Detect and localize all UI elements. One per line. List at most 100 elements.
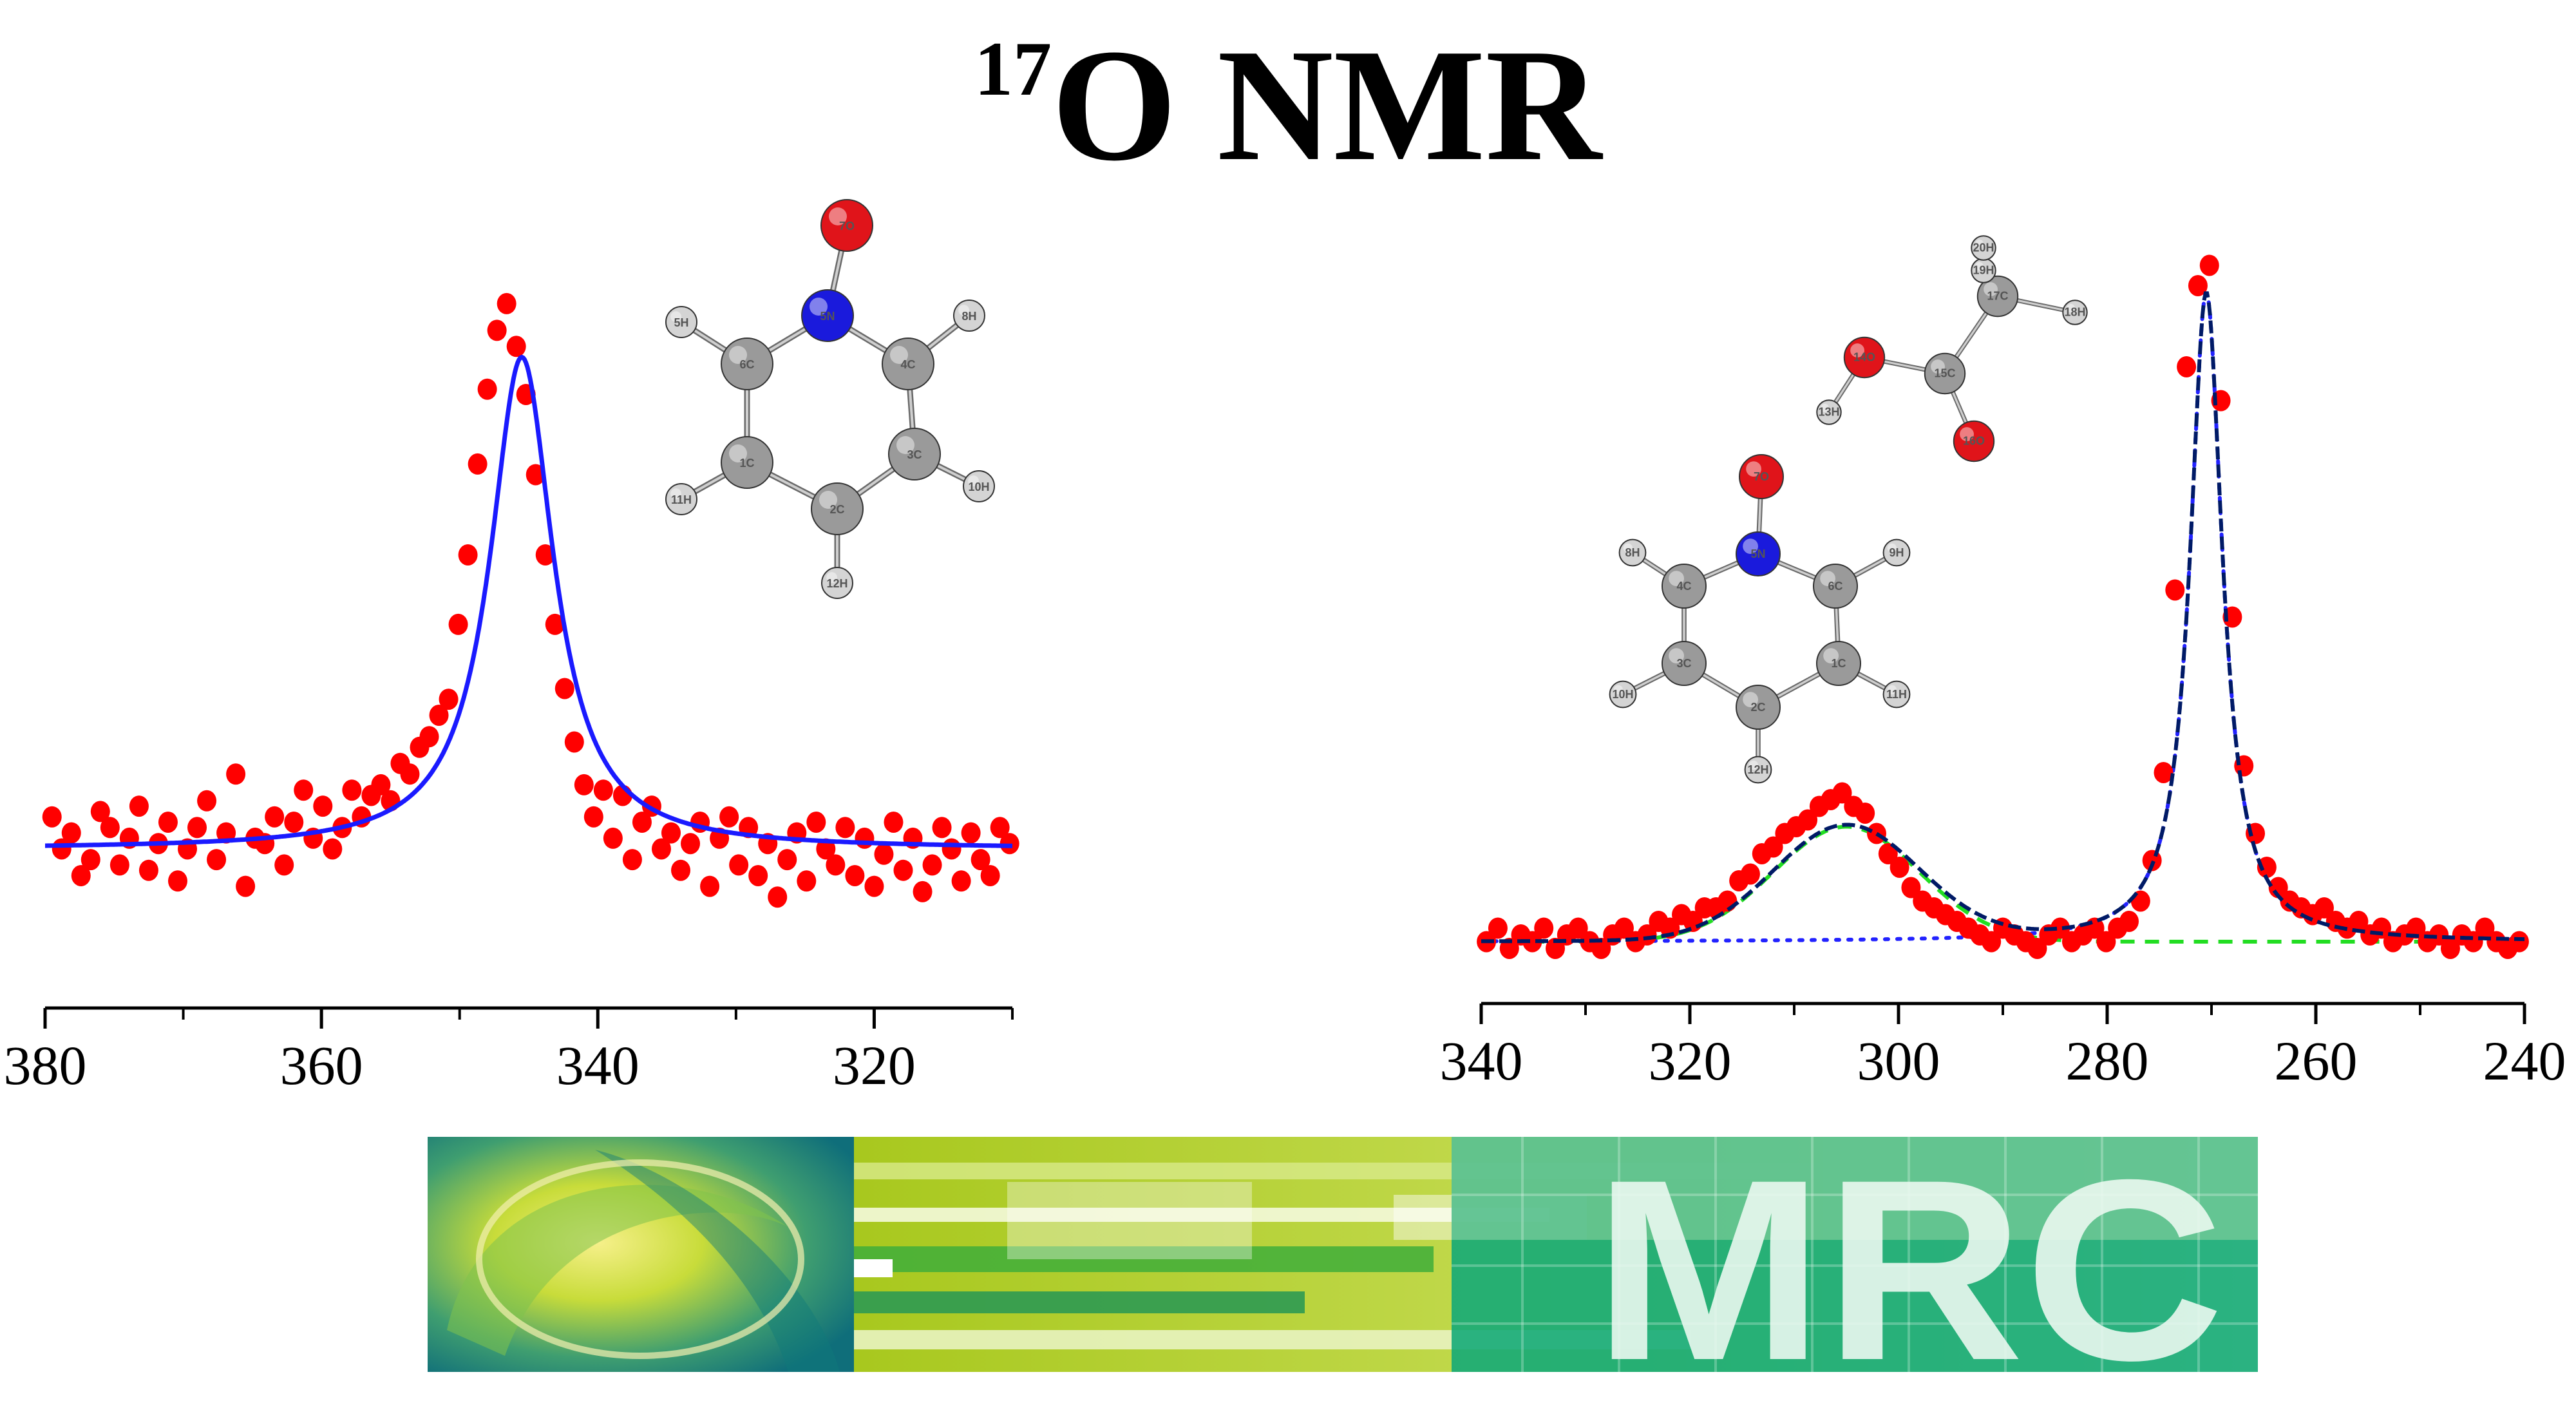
atom-shine bbox=[1743, 538, 1759, 554]
atom-shine bbox=[729, 444, 747, 462]
atom-h bbox=[2062, 300, 2088, 325]
data-point bbox=[477, 378, 497, 400]
page-title: 17O NMR bbox=[0, 13, 2576, 198]
atom-label: 7O bbox=[839, 220, 855, 233]
atom-label: 7O bbox=[1754, 470, 1769, 483]
data-point bbox=[2257, 857, 2277, 878]
title-isotope: 17 bbox=[974, 26, 1052, 111]
data-point bbox=[583, 806, 603, 828]
atom-label: 4C bbox=[900, 358, 915, 371]
atom-h bbox=[1618, 538, 1647, 567]
atom-h bbox=[1882, 538, 1911, 567]
tick-label: 320 bbox=[833, 1034, 916, 1096]
atom-shine bbox=[1613, 685, 1624, 694]
tick-label: 340 bbox=[1440, 1030, 1523, 1092]
data-point bbox=[632, 812, 652, 833]
atom-shine bbox=[958, 305, 969, 316]
atom-c bbox=[888, 428, 941, 480]
atom-h bbox=[1882, 680, 1911, 709]
atom-label: 4C bbox=[1676, 580, 1691, 593]
atom-label: 6C bbox=[739, 358, 754, 371]
data-point bbox=[700, 875, 720, 897]
data-point bbox=[236, 875, 256, 897]
data-point bbox=[2154, 762, 2174, 783]
data-point bbox=[429, 705, 449, 726]
data-point bbox=[1878, 843, 1898, 864]
data-point bbox=[622, 849, 642, 871]
data-point bbox=[535, 544, 555, 566]
data-point bbox=[1763, 836, 1783, 858]
atom-label: 2C bbox=[829, 503, 844, 516]
data-point bbox=[42, 806, 62, 828]
data-point bbox=[129, 795, 149, 817]
atom-h bbox=[1609, 680, 1637, 709]
atom-label: 16O bbox=[1963, 434, 1985, 447]
data-point bbox=[2177, 356, 2197, 377]
atom-label: 20H bbox=[1973, 241, 1994, 254]
atom-shine bbox=[1960, 427, 1975, 442]
tick-label: 280 bbox=[2066, 1030, 2149, 1092]
atom-label: 10H bbox=[1612, 688, 1633, 701]
atom-shine bbox=[1820, 403, 1829, 412]
data-point bbox=[2429, 924, 2449, 946]
data-point bbox=[497, 292, 516, 314]
left-x-axis: 380 360 340 320 bbox=[4, 1006, 1014, 1096]
data-point bbox=[158, 812, 178, 833]
atom-shine bbox=[1669, 648, 1685, 663]
atom-shine bbox=[1887, 543, 1897, 553]
data-point bbox=[768, 886, 788, 908]
data-point bbox=[942, 838, 961, 860]
atom-shine bbox=[896, 436, 914, 454]
atom-label: 5N bbox=[1750, 547, 1765, 560]
atom-h bbox=[963, 470, 995, 502]
right-component-narrow bbox=[1479, 291, 2526, 944]
tick-label: 320 bbox=[1649, 1030, 1732, 1092]
data-point bbox=[2027, 938, 2047, 959]
atom-shine bbox=[826, 572, 837, 583]
right-fit-line bbox=[1481, 291, 2524, 944]
data-point bbox=[884, 812, 904, 833]
data-point bbox=[61, 822, 81, 844]
data-point bbox=[748, 865, 768, 886]
atom-label: 12H bbox=[826, 577, 848, 590]
atom-label: 2C bbox=[1750, 701, 1765, 714]
right-data-points bbox=[1477, 254, 2529, 959]
atom-c bbox=[1662, 564, 1707, 609]
data-point bbox=[1522, 931, 1542, 953]
atom-h bbox=[665, 483, 697, 515]
spectrum-left: 380 360 340 320 7O 5N 6C 4C 1C 3C 2C 5H 8H 11H 10H 12H bbox=[4, 199, 1019, 1096]
atom-c bbox=[811, 482, 864, 535]
atom-shine bbox=[819, 491, 837, 509]
atom-label: 9H bbox=[1889, 546, 1904, 559]
atom-c bbox=[1816, 641, 1861, 686]
atom-shine bbox=[670, 488, 681, 499]
left-fit-line bbox=[45, 354, 1012, 848]
data-point bbox=[554, 678, 574, 699]
tick-label: 240 bbox=[2483, 1030, 2566, 1092]
atom-shine bbox=[1623, 543, 1633, 553]
atom-h bbox=[1744, 756, 1772, 784]
data-point bbox=[100, 817, 120, 839]
data-point bbox=[400, 763, 420, 785]
data-point bbox=[1798, 809, 1818, 831]
atom-label: 5N bbox=[820, 310, 835, 323]
atom-c bbox=[1924, 352, 1966, 395]
data-point bbox=[2119, 911, 2139, 932]
data-point bbox=[1546, 938, 1566, 959]
atom-label: 15C bbox=[1934, 366, 1955, 379]
data-point bbox=[526, 464, 545, 486]
data-point bbox=[1740, 863, 1760, 885]
atom-label: 8H bbox=[961, 310, 976, 323]
atom-shine bbox=[810, 298, 828, 316]
atom-c bbox=[882, 338, 934, 390]
atom-c bbox=[1976, 275, 2019, 318]
atom-shine bbox=[1748, 760, 1759, 770]
data-point bbox=[971, 849, 990, 871]
data-point bbox=[187, 817, 207, 839]
data-point bbox=[835, 817, 855, 839]
data-point bbox=[1889, 857, 1909, 878]
data-point bbox=[323, 838, 343, 860]
data-point bbox=[458, 544, 478, 566]
data-point bbox=[913, 880, 933, 902]
data-point bbox=[729, 854, 749, 876]
